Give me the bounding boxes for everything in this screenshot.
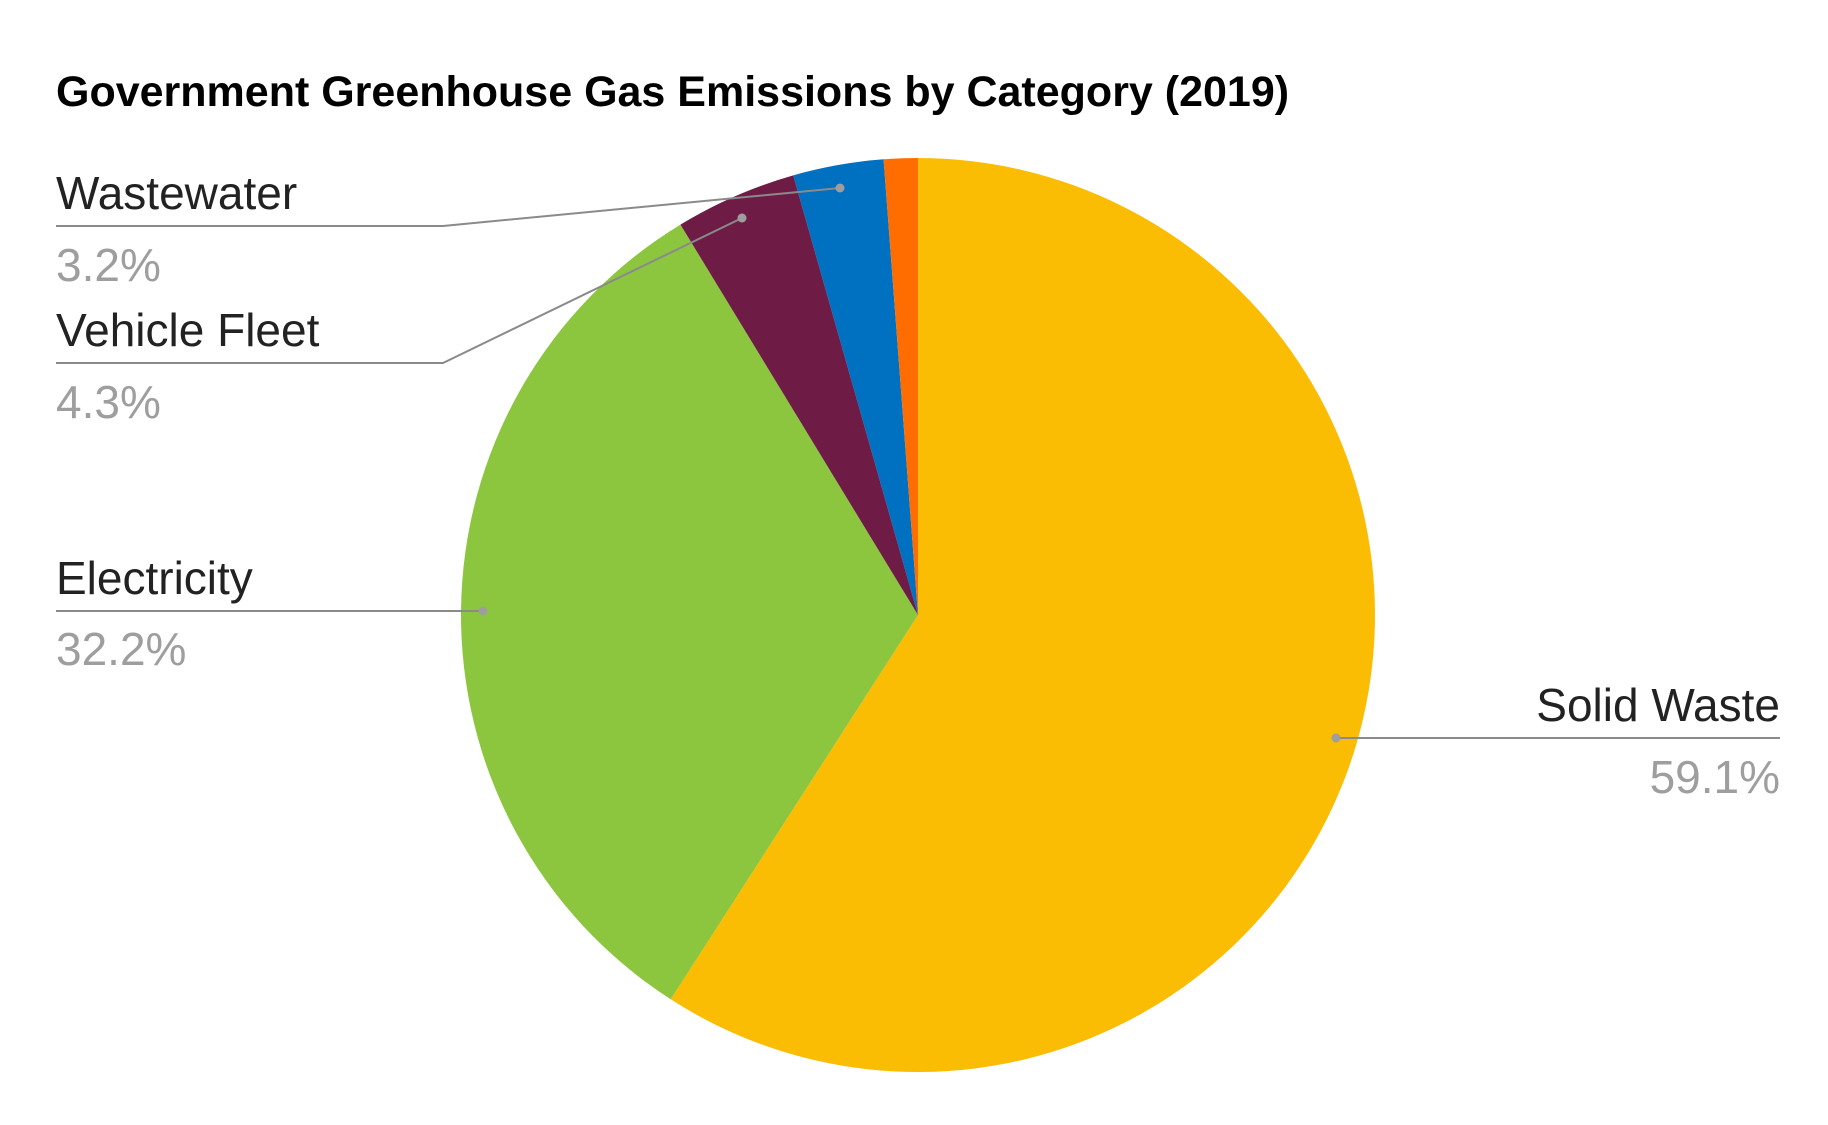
leader-line [56,217,743,364]
pie-slice [883,158,918,615]
slice-value: 59.1% [1650,751,1780,803]
slice-value: 32.2% [56,623,186,675]
leader-dot [1331,733,1341,743]
slice-label: Solid Waste [1536,679,1780,731]
slice-value: 3.2% [56,239,161,291]
slice-label: Vehicle Fleet [56,304,320,356]
leader-dot [737,213,747,223]
leader-dot [835,183,845,193]
slice-value: 4.3% [56,376,161,428]
slice-label: Wastewater [56,167,297,219]
pie-slice [670,158,1375,1072]
pie-slice [680,175,918,616]
chart-title: Government Greenhouse Gas Emissions by C… [56,68,1289,116]
leader-dot [478,606,488,616]
slice-label: Electricity [56,552,253,604]
pie-slice [460,224,918,1000]
pie-slice [793,159,918,615]
leader-line [56,187,841,227]
